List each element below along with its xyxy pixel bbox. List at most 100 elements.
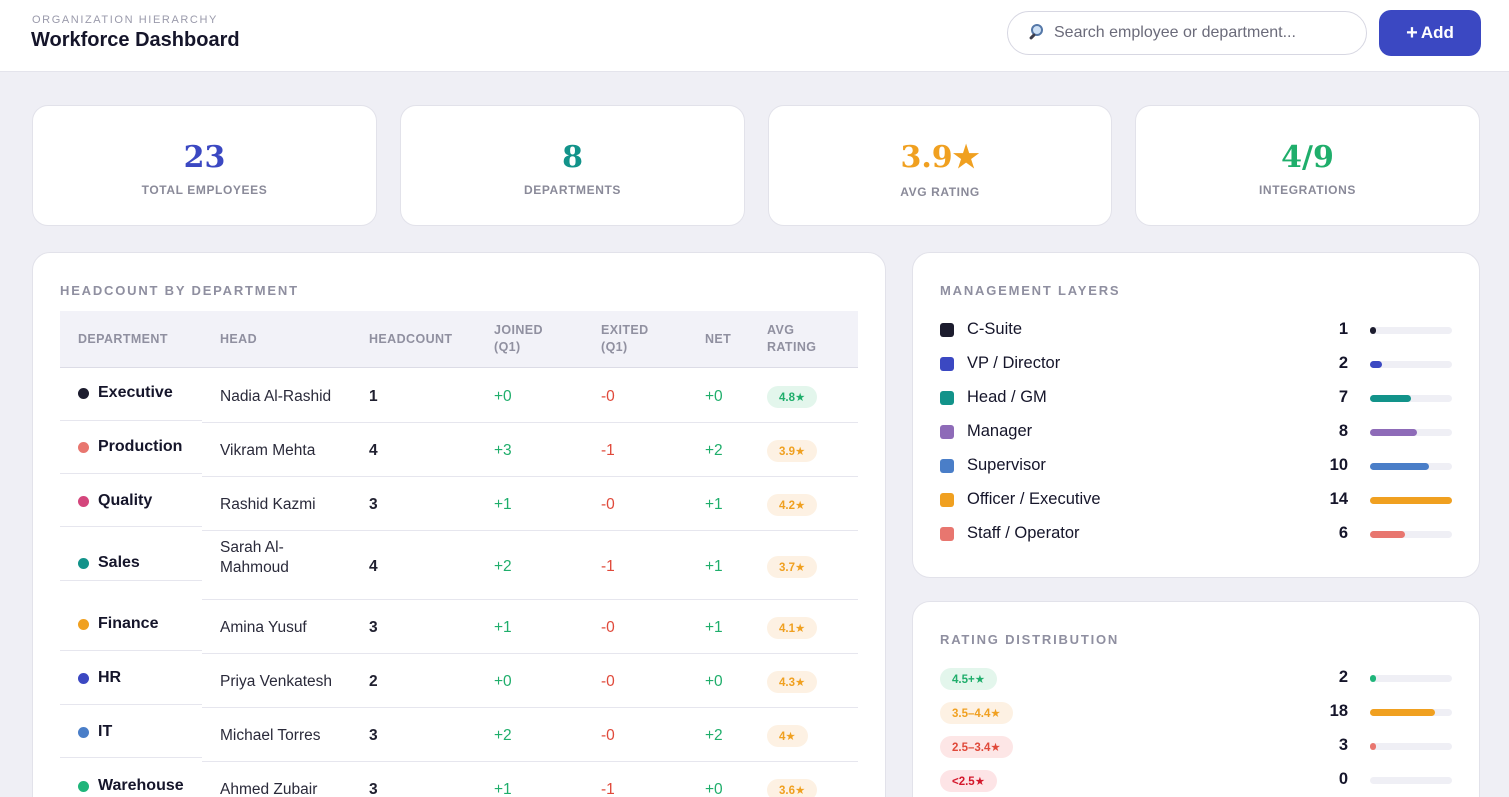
table-row[interactable]: Production Vikram Mehta 4 +3 -1 +2 3.9★ [60,423,858,477]
department-label: Warehouse [98,777,184,794]
page-eyebrow: ORGANIZATION HIERARCHY [32,14,218,26]
layer-color-swatch [940,323,954,337]
layer-color-swatch [940,357,954,371]
kpi-label: TOTAL EMPLOYEES [141,183,268,197]
layer-count: 7 [1338,388,1348,406]
joined-value: +1 [494,619,512,636]
layer-bar-track [1370,497,1452,504]
table-row[interactable]: Executive Nadia Al-Rashid 1 +0 -0 +0 4.8★ [60,369,858,423]
table-row[interactable]: Quality Rashid Kazmi 3 +1 -0 +1 4.2★ [60,477,858,531]
layer-bar-track [1370,327,1452,334]
department-color-dot [78,495,89,507]
department-divider [60,650,202,651]
table-row[interactable]: IT Michael Torres 3 +2 -0 +2 4★ [60,708,858,762]
department-label: Executive [98,384,173,401]
department-divider [60,757,202,758]
add-button[interactable]: + Add [1379,10,1481,56]
table-row[interactable]: Sales Sarah Al-Mahmoud 4 +2 -1 +1 3.7★ [60,531,858,600]
kpi-value: 4/9 [1281,140,1334,175]
rating-bucket-row: 2.5–3.4★ 3 [940,736,1452,758]
department-divider [60,580,202,581]
layer-color-swatch [940,493,954,507]
department-name: IT [78,723,112,741]
layer-label: Head / GM [967,388,1047,406]
management-layer-row: Head / GM 7 [940,388,1452,410]
net-value: +1 [705,619,723,636]
layer-label: Staff / Operator [967,524,1080,542]
layer-bar-track [1370,361,1452,368]
table-row[interactable]: Warehouse Ahmed Zubair 3 +1 -1 +0 3.6★ [60,762,858,797]
exited-value: -1 [601,558,615,575]
headcount-value: 4 [369,442,378,459]
rating-bar-fill [1370,675,1376,682]
headcount-card: HEADCOUNT BY DEPARTMENT DEPARTMENT HEAD … [32,252,886,797]
col-avg-rating[interactable]: AVG RATING [767,323,817,354]
department-head: Michael Torres [220,727,321,744]
exited-value: -0 [601,673,615,690]
layer-bar-track [1370,395,1452,402]
joined-value: +0 [494,673,512,690]
row-divider [202,530,858,531]
headcount-value: 3 [369,727,378,744]
management-layer-row: Supervisor 10 [940,456,1452,478]
kpi-avg-rating: 3.9★ AVG RATING [768,105,1112,226]
kpi-value: 3.9★ [900,140,980,175]
rating-badge: 3.6★ [767,779,818,797]
exited-value: -0 [601,727,615,744]
department-head: Sarah Al-Mahmoud [220,539,289,576]
rating-distribution-card: RATING DISTRIBUTION 4.5+★ 2 3.5–4.4★ 18 2.5–… [912,601,1480,797]
rating-bucket-count: 18 [1329,702,1348,720]
col-department[interactable]: DEPARTMENT [78,332,168,346]
col-exited[interactable]: EXITED (Q1) [601,323,649,354]
department-color-dot [78,618,89,630]
col-joined[interactable]: JOINED (Q1) [494,323,543,354]
col-head[interactable]: HEAD [220,332,258,346]
search-input[interactable]: Search employee or department... [1007,11,1367,55]
rating-bar-track [1370,777,1452,784]
rating-bucket-count: 0 [1338,770,1348,788]
rating-bar-track [1370,675,1452,682]
table-row[interactable]: Finance Amina Yusuf 3 +1 -0 +1 4.1★ [60,600,858,654]
department-color-dot [78,726,89,738]
management-title: MANAGEMENT LAYERS [940,283,1121,298]
management-layer-row: Manager 8 [940,422,1452,444]
joined-value: +0 [494,388,512,405]
department-head: Rashid Kazmi [220,496,316,513]
exited-value: -0 [601,388,615,405]
layer-color-swatch [940,391,954,405]
kpi-value: 23 [183,140,226,175]
department-name: Sales [78,554,140,572]
rating-bar-fill [1370,743,1376,750]
rating-bar-fill [1370,709,1435,716]
rating-bucket-badge: <2.5★ [940,770,998,792]
layer-label: C-Suite [967,320,1023,338]
management-layer-row: C-Suite 1 [940,320,1452,342]
department-name: Warehouse [78,777,184,795]
table-row[interactable]: HR Priya Venkatesh 2 +0 -0 +0 4.3★ [60,654,858,708]
net-value: +0 [705,388,723,405]
department-head: Vikram Mehta [220,442,316,459]
col-headcount[interactable]: HEADCOUNT [369,332,453,346]
col-net[interactable]: NET [705,332,732,346]
layer-bar-fill [1370,429,1417,436]
layer-bar-track [1370,531,1452,538]
layer-count: 1 [1338,320,1348,338]
department-label: Finance [98,615,159,632]
layer-bar-track [1370,429,1452,436]
search-icon [1028,23,1048,43]
net-value: +1 [705,558,723,575]
layer-bar-fill [1370,395,1411,402]
layer-label: Officer / Executive [967,490,1101,508]
headcount-title: HEADCOUNT BY DEPARTMENT [60,283,299,298]
net-value: +1 [705,496,723,513]
department-label: HR [98,669,122,686]
plus-icon: + [1406,21,1418,44]
department-label: Sales [98,554,140,571]
department-color-dot [78,441,89,453]
net-value: +0 [705,781,723,797]
department-name: Executive [78,384,173,402]
layer-count: 8 [1338,422,1348,440]
department-name: Finance [78,615,158,633]
department-color-dot [78,780,89,792]
kpi-label: AVG RATING [900,185,980,199]
